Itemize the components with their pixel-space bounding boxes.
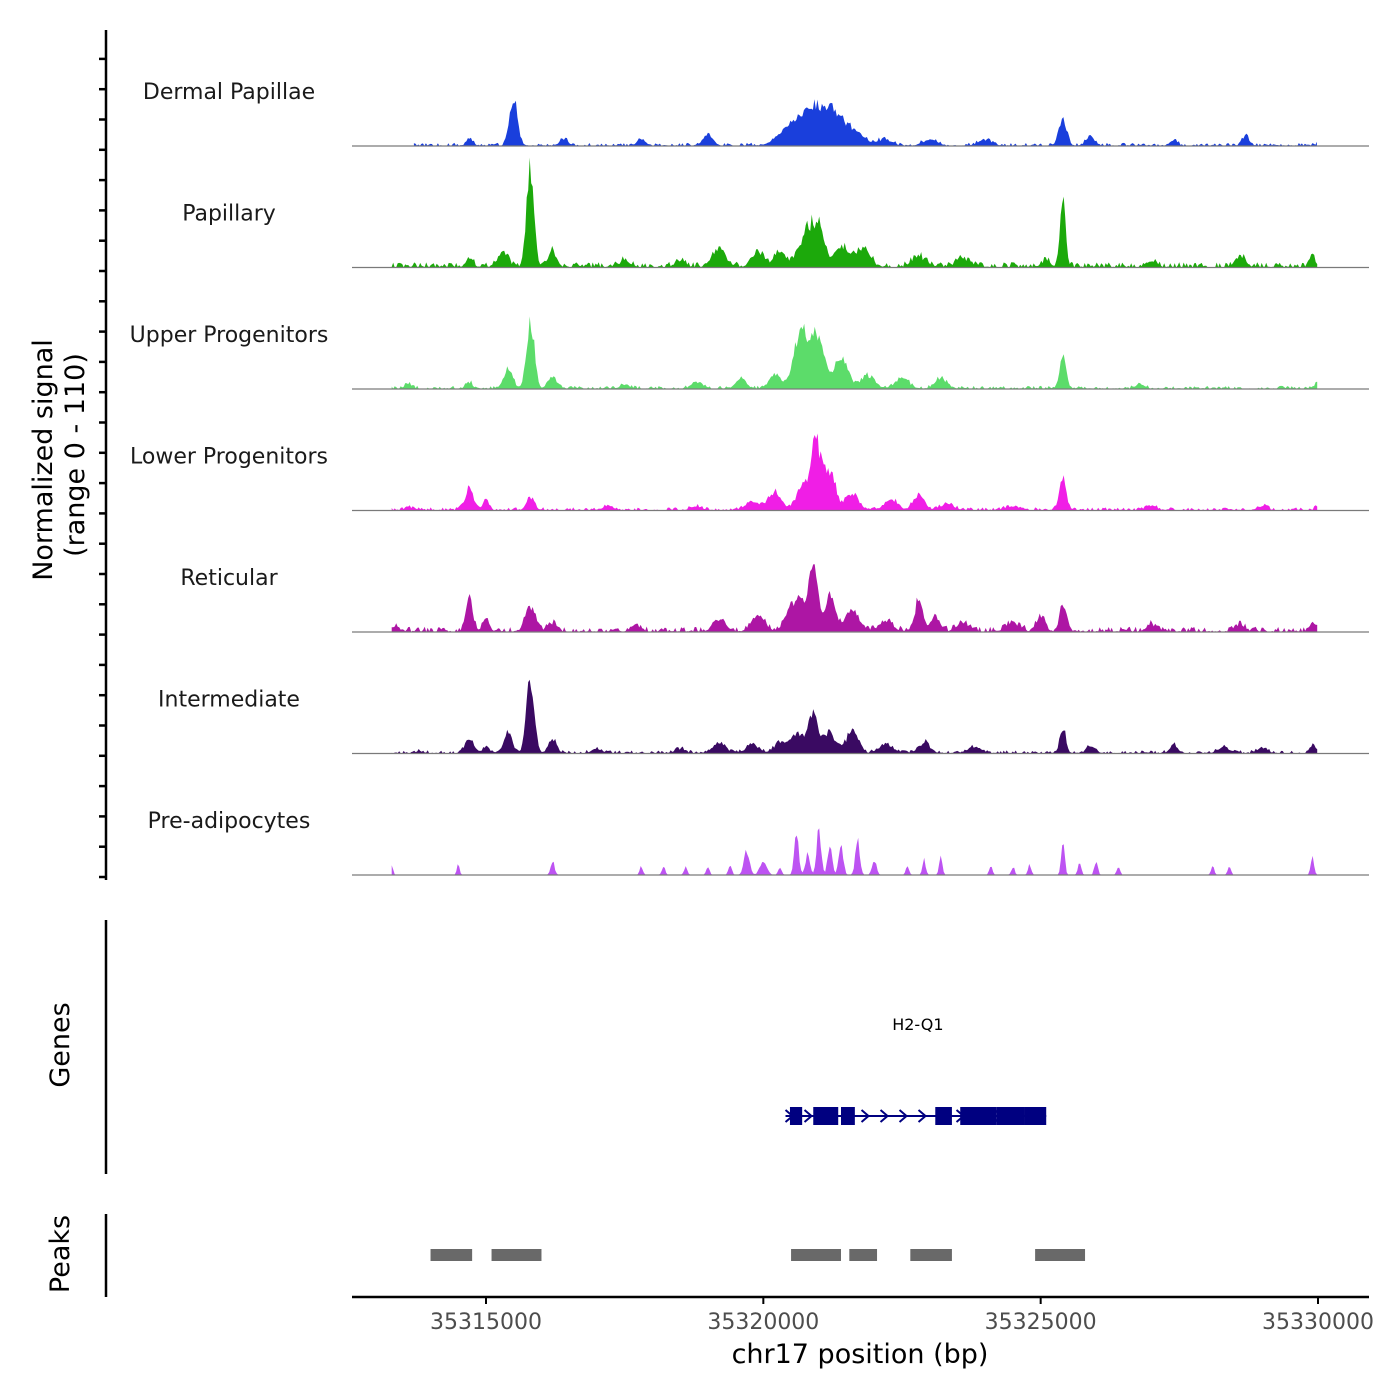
gene-exon xyxy=(935,1107,952,1125)
coverage-track: Dermal Papillae xyxy=(143,80,1369,147)
gene-exon xyxy=(789,1107,803,1125)
strand-chevron xyxy=(803,1109,814,1123)
x-tick-label: 35330000 xyxy=(1262,1310,1374,1335)
gene-exon xyxy=(1024,1107,1047,1125)
gene-exon xyxy=(840,1107,855,1125)
strand-chevron xyxy=(860,1109,871,1123)
coverage-area xyxy=(391,564,1318,632)
strand-chevron xyxy=(879,1109,890,1123)
coverage-track: Papillary xyxy=(182,157,1369,269)
strand-chevron xyxy=(917,1109,928,1123)
peak-track xyxy=(430,1249,1086,1261)
track-label: Lower Progenitors xyxy=(130,445,328,470)
peak-region xyxy=(910,1249,952,1261)
x-axis-title: chr17 position (bp) xyxy=(732,1339,989,1370)
peak-region xyxy=(791,1249,841,1261)
coverage-area xyxy=(391,679,1318,754)
x-axis-ticks: 35315000 35320000 35325000 35330000 xyxy=(430,1297,1374,1335)
gene-exon xyxy=(813,1107,839,1125)
coverage-ylabel-line2: (range 0 - 110) xyxy=(60,353,91,557)
peak-region xyxy=(491,1249,542,1261)
coverage-ylabel-line1: Normalized signal xyxy=(28,339,59,581)
coverage-area xyxy=(391,828,1318,875)
coverage-area xyxy=(391,433,1318,511)
coverage-track: Upper Progenitors xyxy=(130,316,1369,390)
track-label: Pre-adipocytes xyxy=(148,809,311,834)
strand-chevron xyxy=(898,1109,909,1123)
track-label: Upper Progenitors xyxy=(130,323,329,348)
coverage-track: Pre-adipocytes xyxy=(148,809,1369,876)
track-label: Intermediate xyxy=(158,688,300,713)
gene: H2-Q1 xyxy=(784,1015,1047,1125)
peak-region xyxy=(430,1249,473,1261)
track-label: Dermal Papillae xyxy=(143,80,315,105)
peak-region xyxy=(1035,1249,1086,1261)
peak-region xyxy=(849,1249,878,1261)
x-tick-label: 35315000 xyxy=(430,1310,542,1335)
peaks-ylabel: Peaks xyxy=(45,1215,76,1293)
x-tick-label: 35325000 xyxy=(985,1310,1097,1335)
coverage-track: Intermediate xyxy=(158,679,1369,755)
gene-exon xyxy=(996,1107,1025,1125)
coverage-track: Lower Progenitors xyxy=(130,433,1369,512)
track-label: Papillary xyxy=(182,202,276,227)
gene-exon xyxy=(960,1107,997,1125)
coverage-area xyxy=(413,99,1317,146)
gene-label: H2-Q1 xyxy=(892,1015,943,1034)
coverage-tracks: Dermal Papillae Papillary Upper Progenitor… xyxy=(130,80,1369,876)
gene-track: H2-Q1 xyxy=(784,1015,1047,1125)
track-label: Reticular xyxy=(180,566,278,591)
genes-ylabel: Genes xyxy=(45,1002,76,1087)
coverage-y-ticks xyxy=(99,57,106,879)
coverage-track: Reticular xyxy=(180,564,1369,633)
x-tick-label: 35320000 xyxy=(707,1310,819,1335)
